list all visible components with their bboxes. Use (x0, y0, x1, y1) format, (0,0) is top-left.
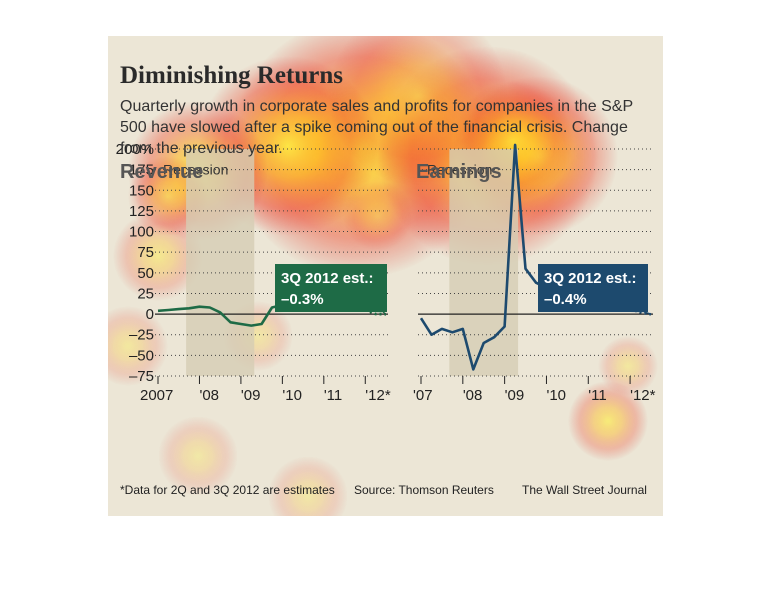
x-tick-label: '09 (241, 387, 261, 404)
callout-label: 3Q 2012 est.: (281, 270, 374, 287)
source-note: Source: Thomson Reuters (354, 483, 494, 497)
chart-panel: 200% 175 150 125 100 75 50 25 0 –25 –50 –75 Recessio… (108, 36, 663, 516)
x-tick-label: '08 (199, 387, 219, 404)
x-tick-label: '12* (630, 387, 656, 404)
y-tick-label: 25 (137, 285, 154, 302)
y-tick-label: 175 (129, 162, 154, 179)
y-tick-label: 50 (137, 265, 154, 282)
callout-label: 3Q 2012 est.: (544, 270, 637, 287)
x-tick-label: '11 (588, 387, 606, 404)
chart-title: Diminishing Returns (120, 62, 343, 89)
panel-title: Revenue (120, 161, 203, 183)
callout-leader (643, 311, 652, 315)
estimate-line (629, 307, 652, 316)
y-tick-label: –50 (129, 347, 154, 364)
estimate-line (364, 308, 387, 316)
x-tick-label: '09 (505, 387, 525, 404)
x-tick-label: '11 (324, 387, 342, 404)
y-tick-label: –25 (129, 327, 154, 344)
x-tick-label: '10 (282, 387, 302, 404)
y-tick-label: –75 (129, 368, 154, 385)
callout-box (538, 264, 648, 312)
panel-title: Earnings (416, 161, 502, 183)
callout-value: –0.3% (281, 291, 324, 308)
y-tick-label: 75 (137, 244, 154, 261)
y-tick-label: 100 (129, 224, 154, 241)
recession-band (186, 149, 255, 376)
recession-label: Recession (427, 162, 492, 178)
y-tick-label: 150 (129, 182, 154, 199)
callout-value: –0.4% (544, 291, 587, 308)
x-tick-label: 2007 (140, 387, 173, 404)
chart-svg: 200% 175 150 125 100 75 50 25 0 –25 –50 –75 Recessio… (116, 141, 656, 404)
credit: The Wall Street Journal (522, 483, 647, 497)
x-tick-label: '07 (413, 387, 433, 404)
y-tick-label: 200% (116, 141, 154, 158)
y-tick-label: 0 (146, 306, 154, 323)
x-tick-label: '10 (546, 387, 566, 404)
x-tick-label: '12* (365, 387, 391, 404)
x-tick-label: '08 (463, 387, 483, 404)
chart-subtitle: Quarterly growth in corporate sales and … (120, 98, 633, 157)
y-tick-label: 125 (129, 203, 154, 220)
footnote: *Data for 2Q and 3Q 2012 are estimates (120, 483, 335, 497)
callout-box (275, 264, 387, 312)
callout-leader (382, 311, 387, 315)
recession-band (449, 149, 519, 376)
